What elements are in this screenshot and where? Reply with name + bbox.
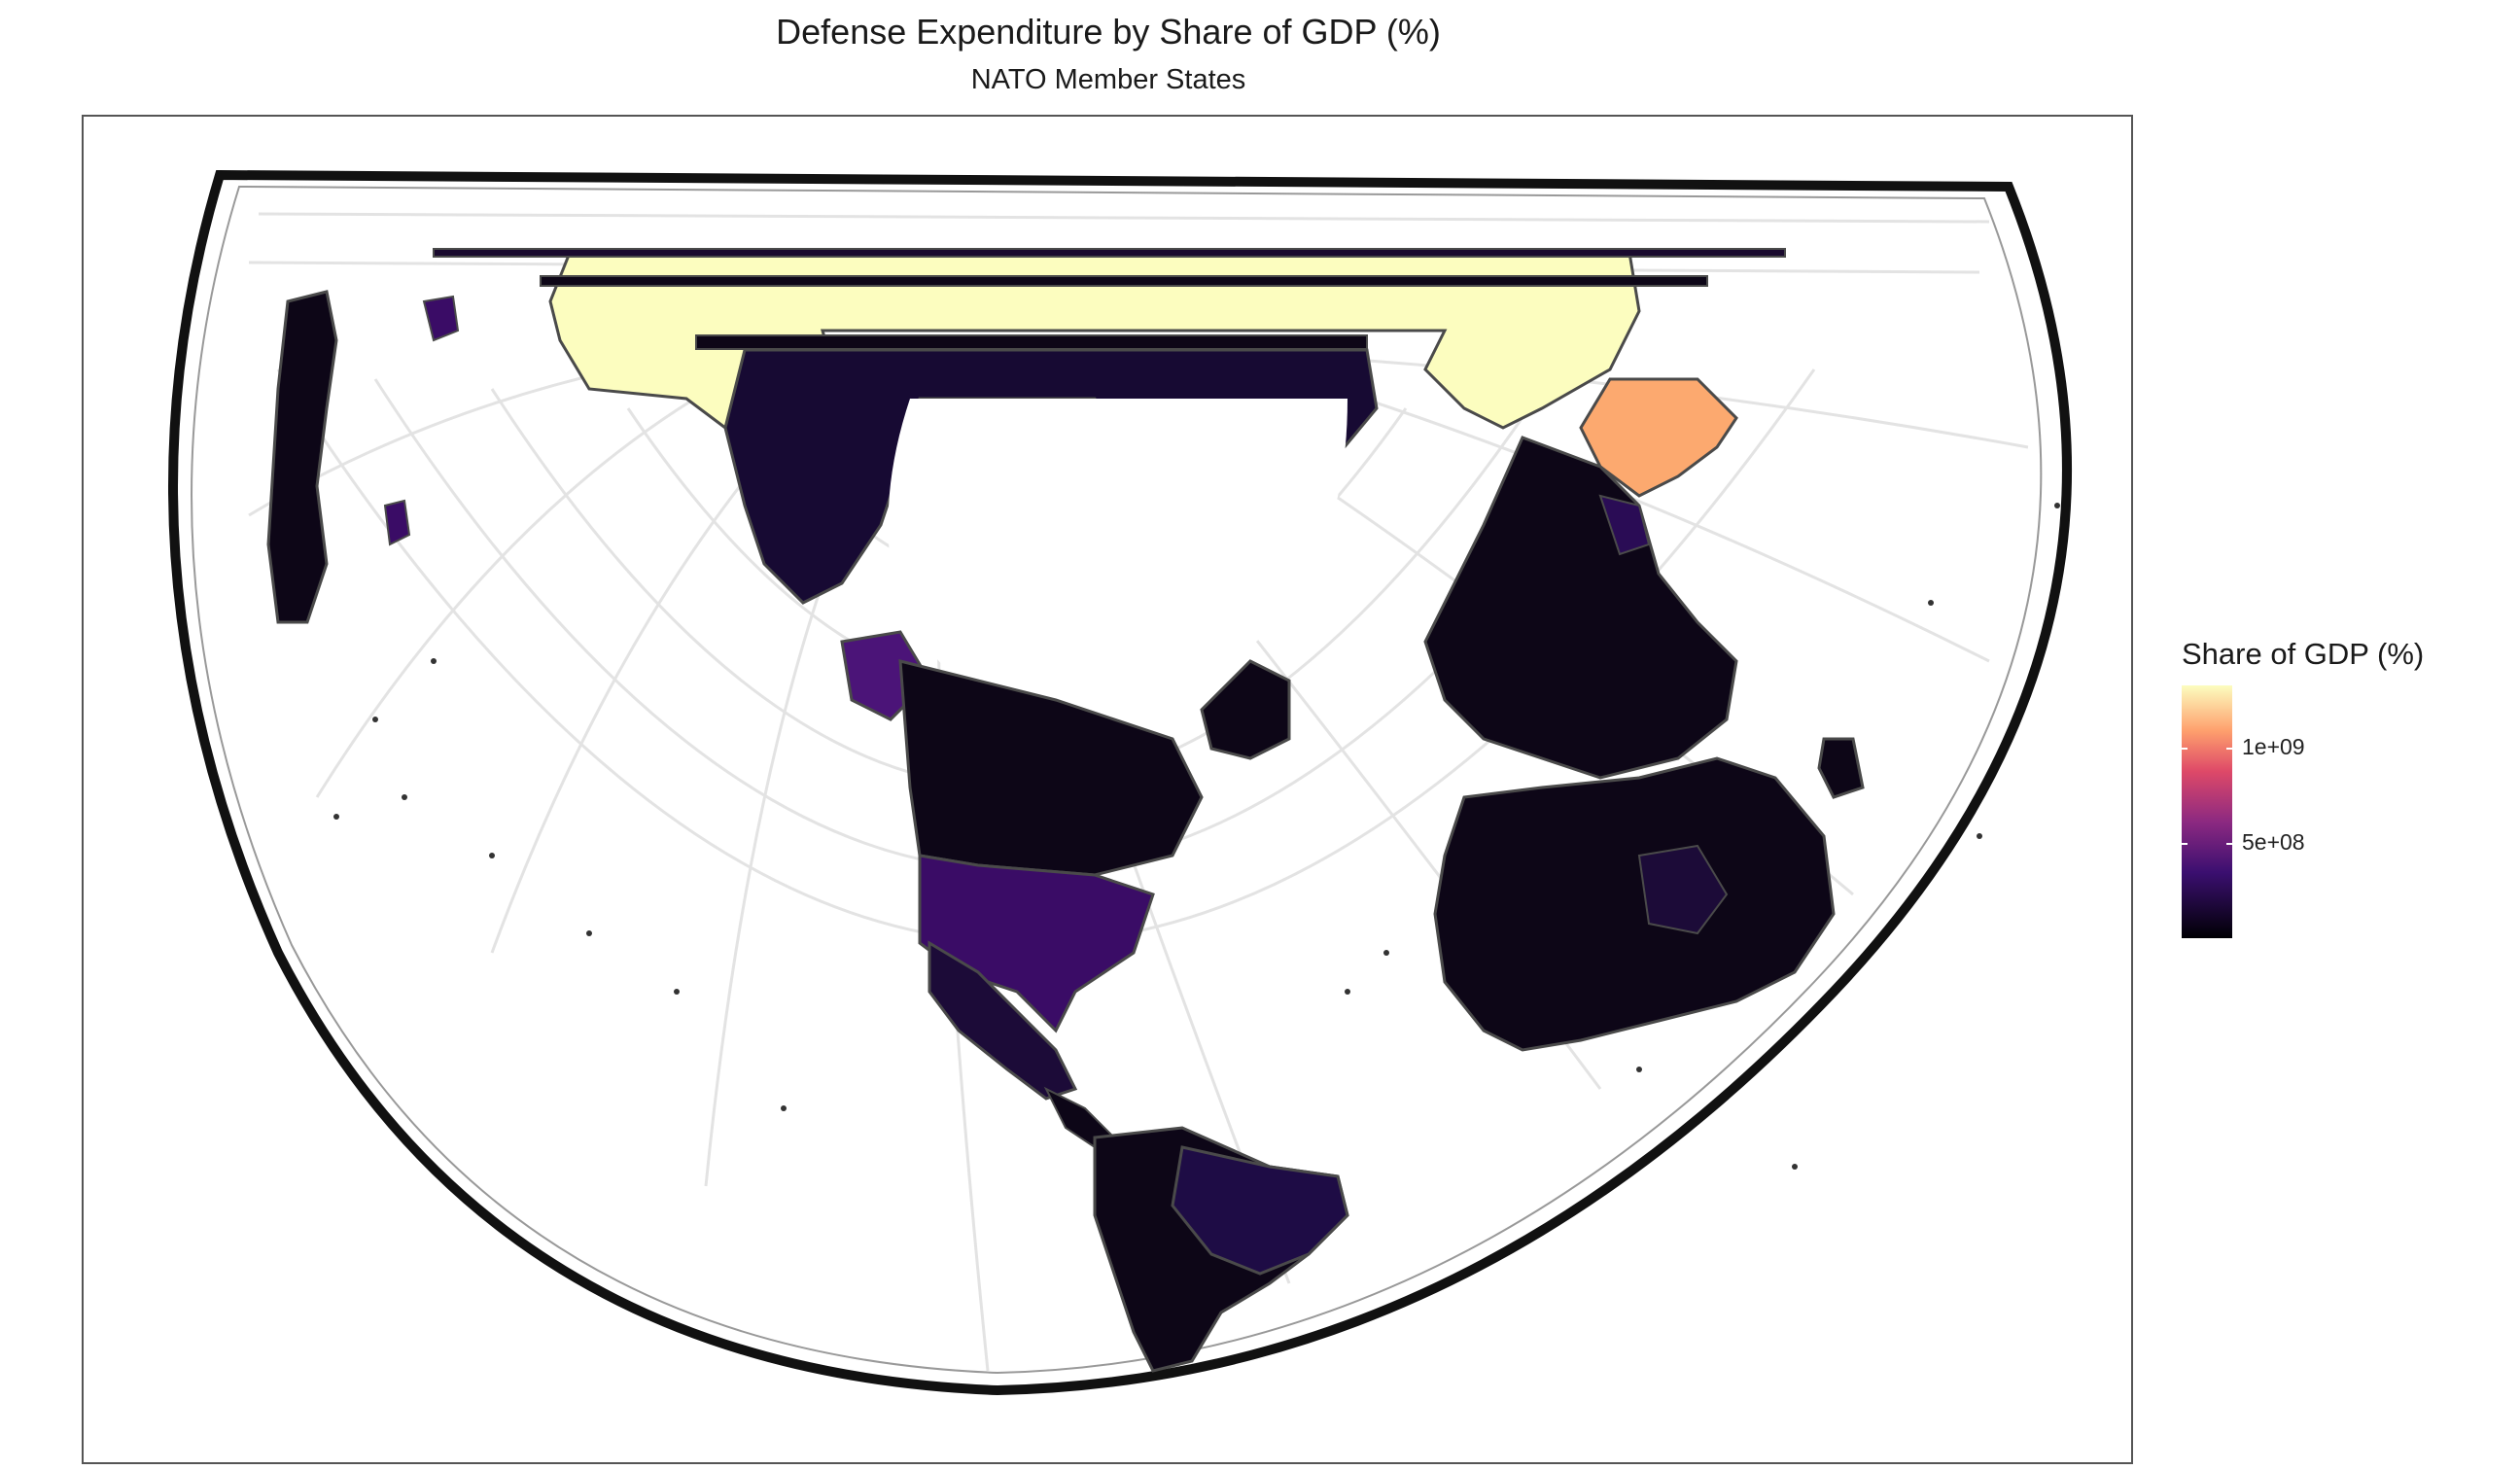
region-arctic-strip	[433, 248, 1786, 258]
region-arctic-strip-2	[540, 275, 1708, 287]
legend-tick-label-2: 5e+08	[2242, 829, 2305, 855]
region-africa	[1433, 756, 1836, 1052]
legend: Share of GDP (%) 1e+09 5e+08	[2182, 637, 2502, 958]
chart-subtitle: NATO Member States	[970, 64, 1246, 95]
map-panel	[82, 115, 2133, 1464]
map-canvas	[168, 169, 2072, 1396]
region-western-islands	[422, 295, 460, 342]
region-africa-mid	[1637, 844, 1729, 935]
region-western-island-2	[383, 499, 411, 546]
legend-tick-mark-1	[2182, 748, 2188, 750]
legend-tick-mark-2r	[2226, 843, 2232, 845]
polar-void	[888, 399, 1348, 712]
legend-tick-label-1: 1e+09	[2242, 734, 2305, 759]
region-arctic-strip-3	[695, 334, 1368, 350]
chart-title: Defense Expenditure by Share of GDP (%)	[776, 12, 1441, 52]
region-island-east	[1817, 737, 1865, 799]
region-eurasia	[1423, 436, 1738, 780]
region-greenland	[1200, 659, 1291, 760]
legend-tick-mark-1r	[2226, 748, 2232, 750]
projection-inner-rim	[191, 185, 2043, 1375]
legend-tick-mark-2	[2182, 843, 2188, 845]
scattered-islands	[333, 503, 2060, 1170]
region-brazil	[1171, 1145, 1349, 1276]
region-western-strip	[266, 290, 338, 624]
region-mexico	[928, 940, 1078, 1101]
region-canada	[898, 659, 1204, 877]
legend-colorbar	[2182, 685, 2232, 938]
legend-title: Share of GDP (%)	[2182, 637, 2425, 671]
region-eurasia-purple	[1598, 494, 1651, 556]
region-china	[1579, 377, 1738, 498]
